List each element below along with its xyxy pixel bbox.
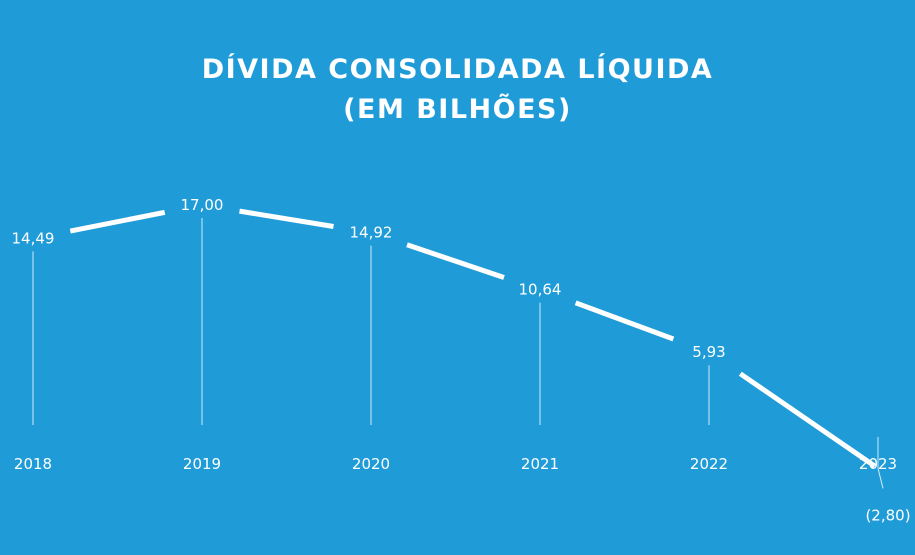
chart-title-line1: DÍVIDA CONSOLIDADA LÍQUIDA (201, 54, 714, 85)
x-tick-label: 2022 (690, 455, 728, 473)
data-label: 5,93 (692, 343, 725, 361)
x-tick-label: 2020 (352, 455, 390, 473)
series-line-segment (406, 242, 505, 280)
data-label: 14,92 (350, 224, 393, 242)
series-line-segment (69, 209, 166, 234)
series-line-segment (738, 371, 877, 469)
x-tick-label: 2023 (859, 455, 897, 473)
chart-title-line2: (EM BILHÕES) (343, 94, 572, 125)
chart-title: DÍVIDA CONSOLIDADA LÍQUIDA (EM BILHÕES) (0, 50, 915, 130)
data-label: 10,64 (519, 281, 562, 299)
data-label: 17,00 (181, 196, 224, 214)
series-line-segment (574, 300, 675, 342)
data-label: 14,49 (12, 229, 55, 247)
x-tick-label: 2018 (14, 455, 52, 473)
series-line-segment (239, 208, 334, 229)
data-label: (2,80) (865, 506, 910, 524)
x-tick-label: 2021 (521, 455, 559, 473)
x-tick-label: 2019 (183, 455, 221, 473)
leader-line (877, 468, 884, 489)
